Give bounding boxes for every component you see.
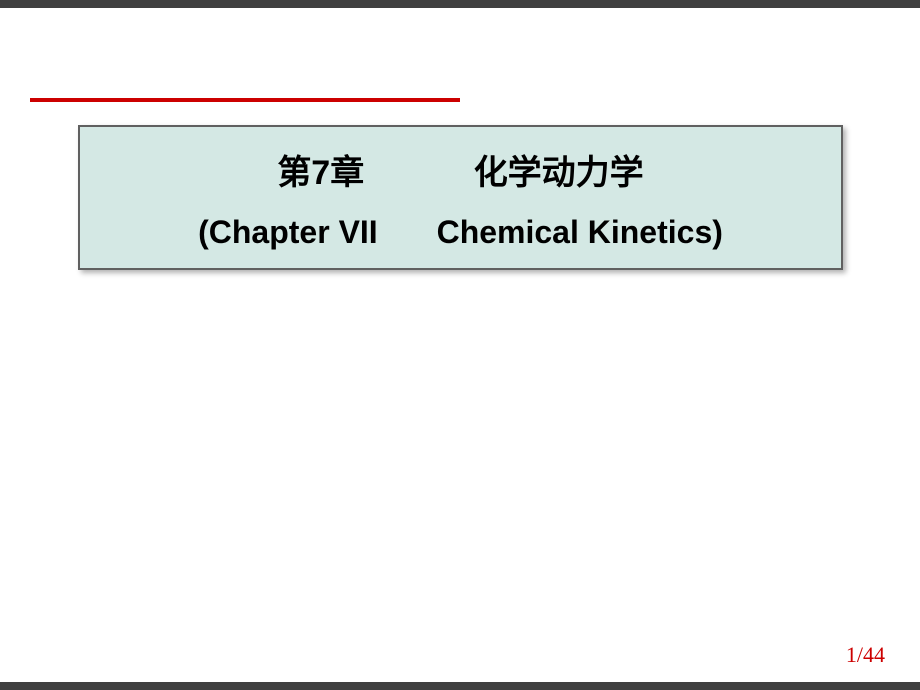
title-box: 第7章 化学动力学 (Chapter VII Chemical Kinetics…	[78, 125, 843, 270]
title-chinese: 第7章 化学动力学	[277, 145, 643, 194]
bottom-bar	[0, 682, 920, 690]
top-bar	[0, 0, 920, 8]
chapter-name-cn: 化学动力学	[474, 154, 644, 192]
chapter-number-cn: 第7章	[277, 154, 364, 192]
page-number: 1/44	[846, 642, 885, 668]
chapter-number-en: (Chapter VII	[198, 214, 378, 250]
title-english: (Chapter VII Chemical Kinetics)	[198, 214, 723, 251]
red-underline	[30, 98, 460, 102]
chapter-name-en: Chemical Kinetics)	[437, 214, 723, 250]
